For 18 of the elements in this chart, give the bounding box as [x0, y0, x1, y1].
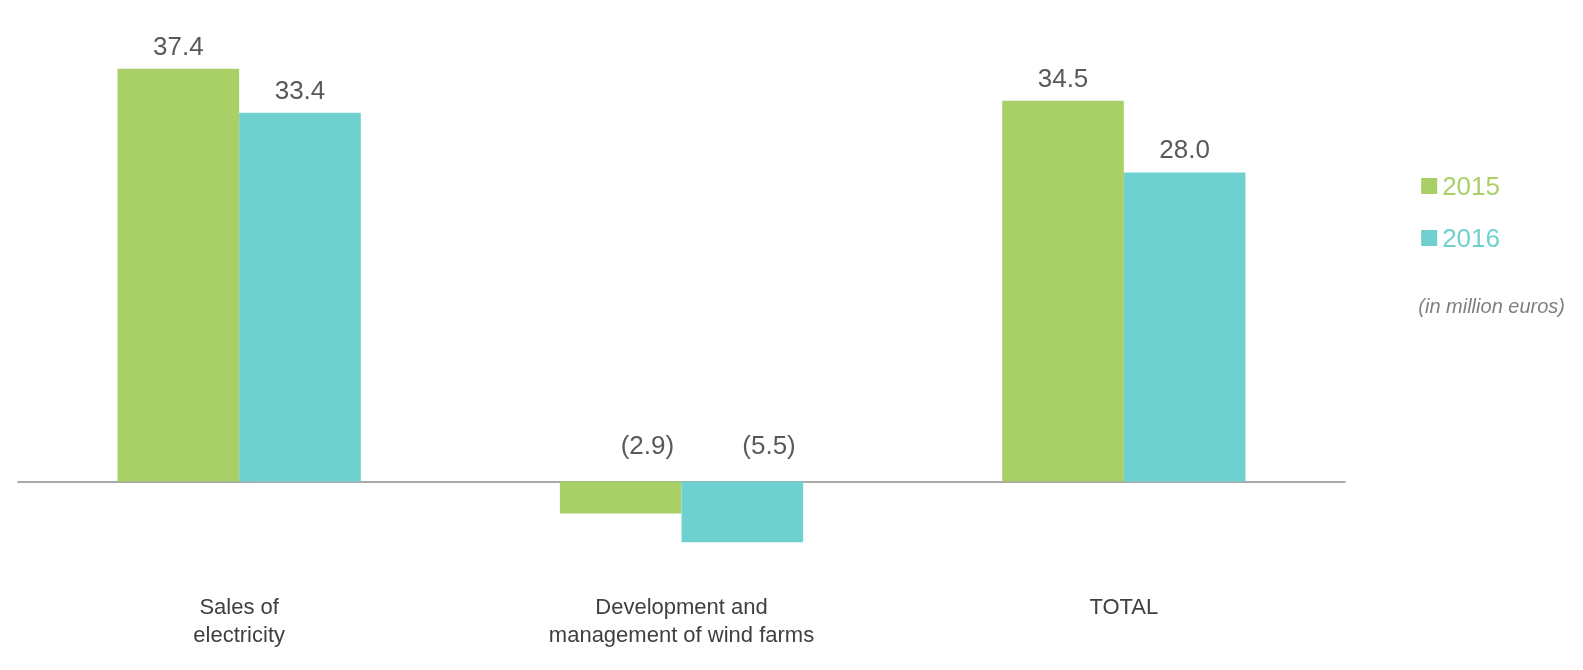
data-label: 28.0 — [1159, 134, 1210, 165]
x-tick-label: Sales of electricity — [193, 593, 286, 647]
bar — [117, 68, 240, 482]
bar — [681, 481, 804, 543]
x-tick-label: Development and management of wind farms — [548, 593, 815, 647]
data-label: (2.9) — [620, 429, 675, 460]
legend-label: 2015 — [1442, 171, 1500, 201]
data-label: (5.5) — [742, 429, 796, 460]
bar — [1002, 100, 1124, 482]
bar — [1123, 172, 1246, 482]
legend-label: 2016 — [1442, 223, 1500, 253]
bar — [559, 481, 682, 514]
data-label: 34.5 — [1037, 62, 1089, 93]
data-label: 37.4 — [153, 30, 204, 61]
data-label: 33.4 — [274, 74, 326, 105]
x-tick-label: TOTAL — [1089, 593, 1159, 619]
text: (in million euros) — [1418, 295, 1566, 317]
bar — [239, 112, 361, 482]
